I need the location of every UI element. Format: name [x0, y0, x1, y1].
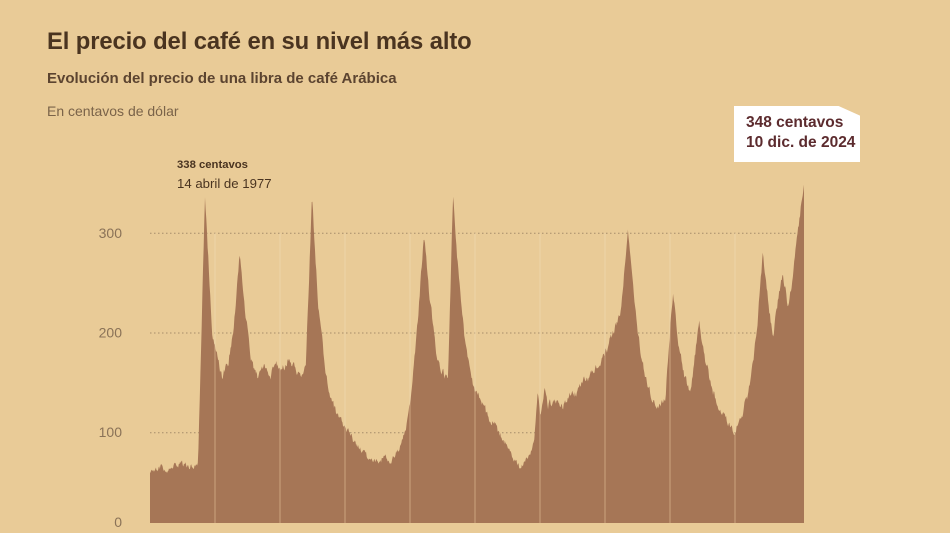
svg-text:300: 300 [99, 225, 123, 241]
svg-text:0: 0 [114, 514, 122, 530]
svg-text:200: 200 [99, 325, 123, 341]
svg-text:100: 100 [99, 424, 123, 440]
